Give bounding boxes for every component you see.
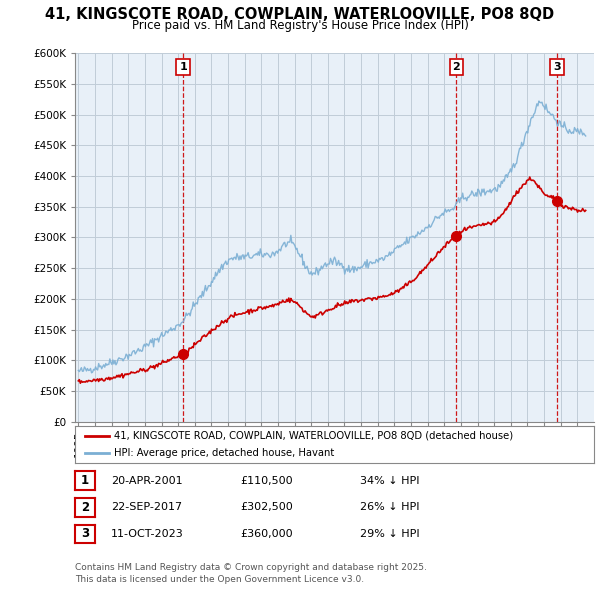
Text: Price paid vs. HM Land Registry's House Price Index (HPI): Price paid vs. HM Land Registry's House …	[131, 19, 469, 32]
Text: £110,500: £110,500	[240, 476, 293, 486]
Text: 2: 2	[452, 62, 460, 72]
Text: 1: 1	[81, 474, 89, 487]
Text: £302,500: £302,500	[240, 503, 293, 512]
Text: 26% ↓ HPI: 26% ↓ HPI	[360, 503, 419, 512]
Text: 41, KINGSCOTE ROAD, COWPLAIN, WATERLOOVILLE, PO8 8QD: 41, KINGSCOTE ROAD, COWPLAIN, WATERLOOVI…	[46, 7, 554, 22]
Text: 3: 3	[81, 527, 89, 540]
Text: 3: 3	[553, 62, 561, 72]
Text: 34% ↓ HPI: 34% ↓ HPI	[360, 476, 419, 486]
Text: Contains HM Land Registry data © Crown copyright and database right 2025.
This d: Contains HM Land Registry data © Crown c…	[75, 563, 427, 584]
Text: 20-APR-2001: 20-APR-2001	[111, 476, 182, 486]
Text: 41, KINGSCOTE ROAD, COWPLAIN, WATERLOOVILLE, PO8 8QD (detached house): 41, KINGSCOTE ROAD, COWPLAIN, WATERLOOVI…	[114, 431, 513, 441]
Text: HPI: Average price, detached house, Havant: HPI: Average price, detached house, Hava…	[114, 448, 334, 458]
Text: 11-OCT-2023: 11-OCT-2023	[111, 529, 184, 539]
Text: £360,000: £360,000	[240, 529, 293, 539]
Text: 2: 2	[81, 501, 89, 514]
Text: 29% ↓ HPI: 29% ↓ HPI	[360, 529, 419, 539]
Text: 1: 1	[179, 62, 187, 72]
Text: 22-SEP-2017: 22-SEP-2017	[111, 503, 182, 512]
